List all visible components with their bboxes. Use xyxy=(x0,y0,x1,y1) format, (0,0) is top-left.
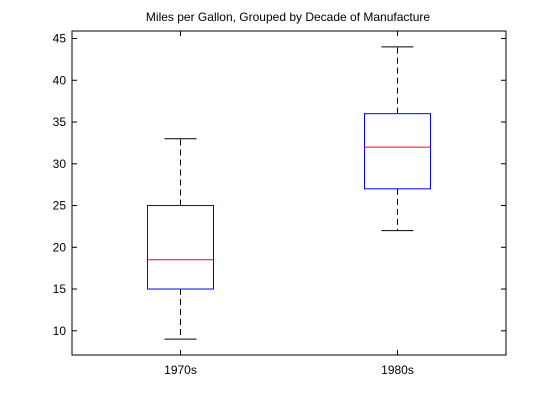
y-tick-label: 35 xyxy=(53,115,67,129)
y-tick-label: 15 xyxy=(53,282,67,296)
y-tick-label: 10 xyxy=(53,324,67,338)
box xyxy=(147,205,214,290)
box-group xyxy=(147,138,214,340)
x-tick-label: 1980s xyxy=(381,363,414,377)
box-group xyxy=(364,46,431,232)
x-axis: 1970s 1980s xyxy=(164,31,414,377)
boxes xyxy=(147,46,431,340)
box xyxy=(364,113,431,190)
y-tick-label: 20 xyxy=(53,240,67,254)
plot-frame xyxy=(71,30,507,356)
chart-title: Miles per Gallon, Grouped by Decade of M… xyxy=(146,10,430,24)
y-tick-label: 45 xyxy=(53,32,67,46)
y-tick-label: 40 xyxy=(53,73,67,87)
x-tick-label: 1970s xyxy=(164,363,197,377)
y-axis: 10 15 20 25 30 35 40 45 xyxy=(53,32,506,338)
y-tick-label: 25 xyxy=(53,199,67,213)
y-tick-label: 30 xyxy=(53,157,67,171)
